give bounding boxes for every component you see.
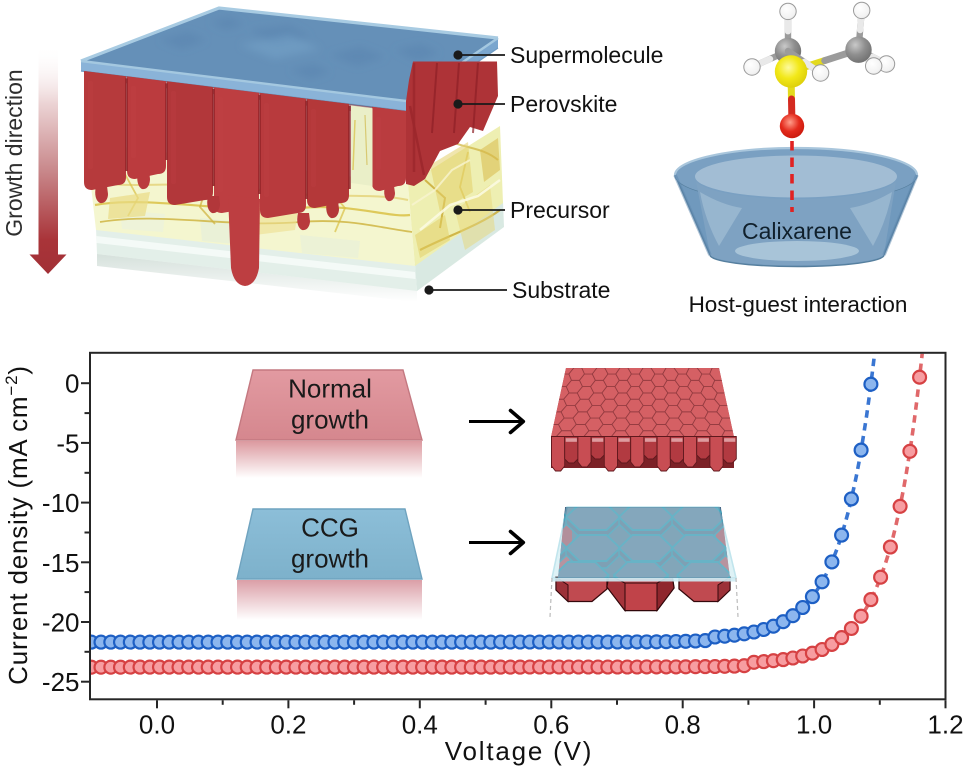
svg-text:Host-guest interaction: Host-guest interaction bbox=[689, 292, 908, 317]
svg-text:Perovskite: Perovskite bbox=[510, 91, 617, 117]
svg-text:Voltage (V): Voltage (V) bbox=[445, 736, 593, 766]
svg-text:1.2: 1.2 bbox=[927, 710, 963, 740]
svg-text:Precursor: Precursor bbox=[510, 197, 610, 223]
svg-text:0.2: 0.2 bbox=[270, 710, 306, 740]
svg-text:0.4: 0.4 bbox=[402, 710, 438, 740]
svg-text:Substrate: Substrate bbox=[512, 277, 610, 303]
svg-text:-25: -25 bbox=[42, 667, 80, 697]
svg-text:-20: -20 bbox=[42, 608, 80, 638]
svg-text:-15: -15 bbox=[42, 548, 80, 578]
svg-text:growth: growth bbox=[291, 405, 369, 435]
svg-text:-10: -10 bbox=[42, 488, 80, 518]
svg-text:-5: -5 bbox=[56, 428, 79, 458]
svg-text:CCG: CCG bbox=[301, 513, 359, 543]
svg-text:Calixarene: Calixarene bbox=[742, 218, 852, 244]
svg-text:Growth direction: Growth direction bbox=[1, 69, 27, 236]
svg-text:Supermolecule: Supermolecule bbox=[510, 42, 663, 68]
svg-text:0.6: 0.6 bbox=[533, 710, 569, 740]
svg-text:0.8: 0.8 bbox=[665, 710, 701, 740]
svg-text:Current density (mA cm−2): Current density (mA cm−2) bbox=[2, 365, 33, 685]
svg-text:0: 0 bbox=[65, 369, 79, 399]
svg-text:growth: growth bbox=[291, 544, 369, 574]
svg-text:1.0: 1.0 bbox=[796, 710, 832, 740]
svg-text:Normal: Normal bbox=[288, 374, 372, 404]
svg-text:0.0: 0.0 bbox=[139, 710, 175, 740]
